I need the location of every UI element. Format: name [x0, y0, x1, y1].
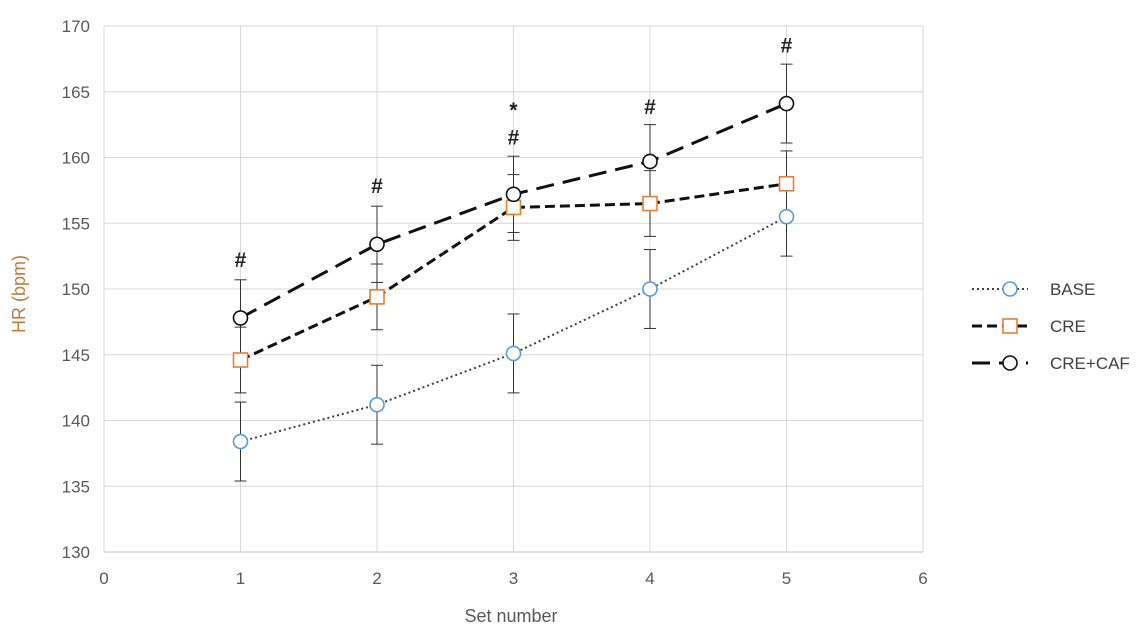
- series-markers: [232, 95, 795, 450]
- data-point-cre: [369, 289, 385, 305]
- series-line-cre: [239, 182, 787, 362]
- x-axis-title: Set number: [464, 606, 557, 626]
- legend-marker-cre-caf: [1002, 355, 1018, 371]
- significance-annotations: # # # * # #: [235, 34, 793, 271]
- x-tick-label: 4: [645, 569, 654, 588]
- legend-label-cre: CRE: [1050, 317, 1086, 336]
- y-axis-ticks: 130 135 140 145 150 155 160 165 170: [62, 17, 90, 562]
- data-point-base: [369, 396, 385, 413]
- significance-asterisk: *: [509, 99, 518, 122]
- data-point-base: [642, 281, 658, 297]
- data-point-cre: [778, 176, 795, 192]
- significance-hash: #: [508, 126, 520, 149]
- legend-label-base: BASE: [1050, 280, 1095, 299]
- significance-hash: #: [371, 175, 383, 198]
- y-tick-label: 150: [62, 280, 90, 299]
- significance-hash: #: [644, 96, 656, 119]
- data-point-base: [505, 345, 522, 362]
- y-tick-label: 135: [62, 477, 90, 496]
- data-point-cre-caf: [232, 310, 249, 326]
- y-tick-label: 170: [62, 17, 90, 36]
- y-tick-label: 140: [62, 412, 90, 431]
- legend: BASE CRE CRE+CAF: [972, 280, 1130, 373]
- data-point-cre-caf: [778, 95, 795, 112]
- data-point-base: [232, 433, 249, 450]
- data-point-cre: [505, 199, 522, 216]
- x-tick-label: 6: [918, 569, 927, 588]
- legend-marker-cre: [1002, 318, 1018, 334]
- y-tick-label: 165: [62, 83, 90, 102]
- y-tick-label: 155: [62, 214, 90, 233]
- x-axis-ticks: 0 1 2 3 4 5 6: [99, 569, 927, 588]
- data-point-cre-caf: [369, 236, 385, 253]
- legend-marker-base: [1002, 281, 1018, 297]
- y-tick-label: 145: [62, 346, 90, 365]
- data-point-base: [778, 208, 795, 225]
- significance-hash: #: [781, 34, 793, 57]
- x-tick-label: 5: [782, 569, 791, 588]
- x-tick-label: 3: [509, 569, 518, 588]
- x-tick-label: 2: [372, 569, 381, 588]
- y-tick-label: 130: [62, 543, 90, 562]
- x-tick-label: 0: [99, 569, 108, 588]
- y-axis-title: HR (bpm): [9, 255, 29, 333]
- y-tick-label: 160: [62, 149, 90, 168]
- x-tick-label: 1: [236, 569, 245, 588]
- data-point-cre-caf: [505, 186, 522, 203]
- significance-hash: #: [235, 249, 247, 272]
- data-point-cre-caf: [642, 153, 658, 170]
- data-point-cre: [232, 352, 249, 368]
- data-point-cre: [642, 195, 658, 212]
- legend-label-cre-caf: CRE+CAF: [1050, 354, 1130, 373]
